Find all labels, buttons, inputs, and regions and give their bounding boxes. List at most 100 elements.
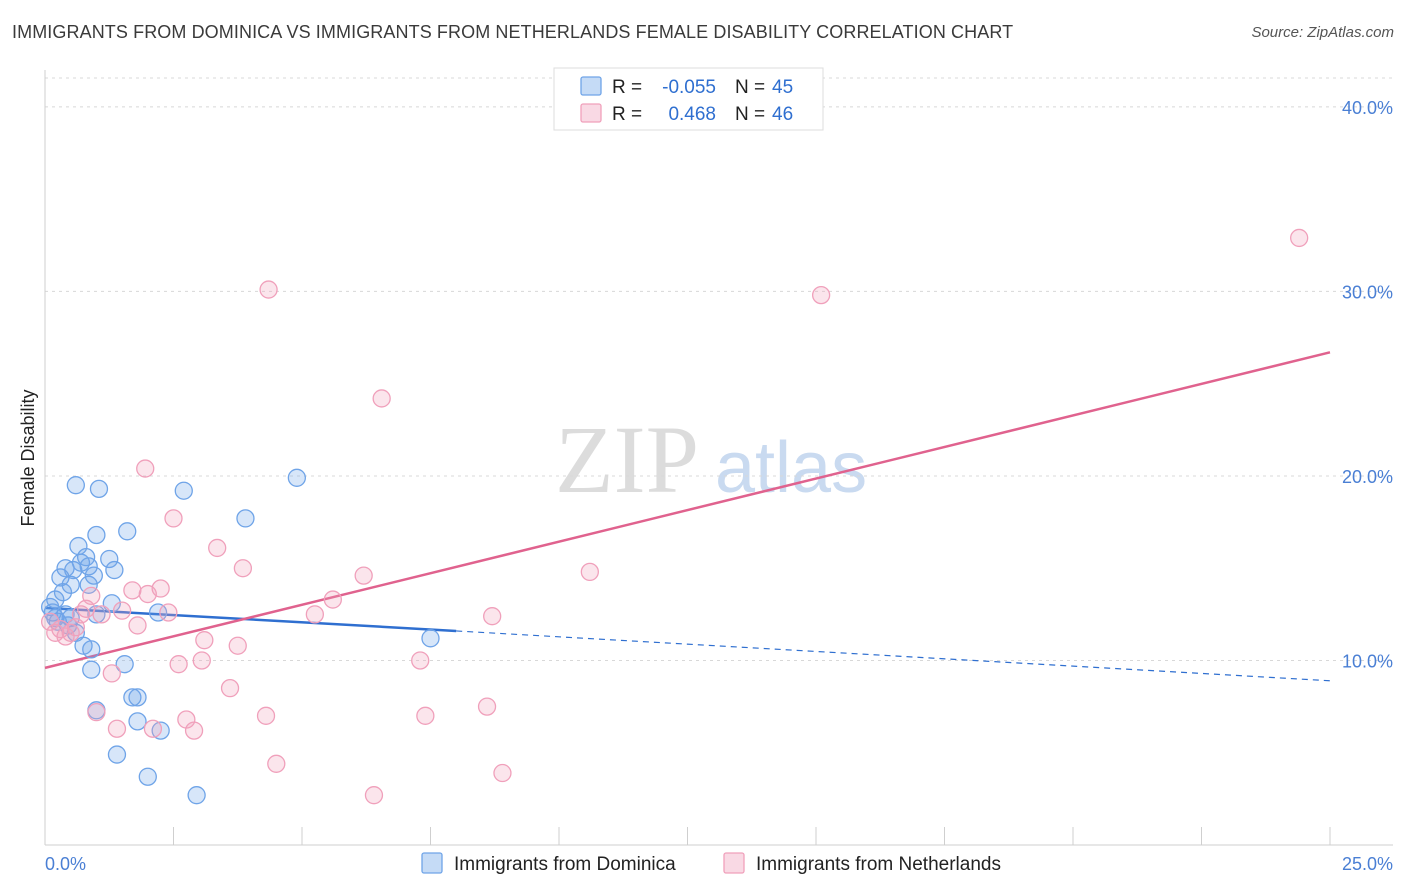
netherlands-point-6 (71, 605, 91, 624)
bottom-legend-label-dominica: Immigrants from Dominica (454, 854, 676, 875)
x-tick-labels: 0.0% 25.0% (45, 854, 1393, 874)
series-legend: Immigrants from Dominica Immigrants from… (421, 852, 1001, 875)
correlation-legend: R = -0.055 N = 45 R = 0.468 N = 46 (553, 67, 824, 131)
dominica-point-33 (123, 688, 142, 707)
legend-n-value-0: 45 (772, 77, 793, 98)
netherlands-point-27 (208, 538, 227, 558)
x-tick-label-max: 25.0% (1342, 854, 1393, 874)
netherlands-point-45 (811, 285, 831, 305)
netherlands-point-18 (143, 719, 163, 738)
legend-swatch-dominica (580, 76, 602, 96)
netherlands-point-44 (580, 562, 599, 582)
legend-n-value-1: 46 (772, 104, 793, 125)
dominica-point-24 (87, 525, 106, 545)
netherlands-point-10 (92, 605, 111, 624)
netherlands-point-32 (259, 280, 278, 299)
source-label: Source: ZipAtlas.com (1251, 24, 1394, 41)
netherlands-point-39 (411, 651, 430, 670)
axes (44, 70, 1393, 846)
legend-r-label-0: R = (612, 77, 642, 98)
netherlands-point-21 (164, 509, 183, 528)
dominica-point-30 (107, 745, 127, 764)
netherlands-point-41 (477, 697, 497, 716)
netherlands-point-13 (112, 601, 132, 620)
netherlands-point-29 (228, 636, 247, 655)
dominica-point-31 (115, 655, 134, 674)
netherlands-point-28 (220, 679, 240, 698)
netherlands-point-12 (107, 719, 127, 738)
dominica-point-37 (148, 603, 168, 622)
bottom-legend-swatch-netherlands (723, 852, 745, 874)
dominica-point-19 (79, 557, 98, 576)
dominica-point-41 (236, 509, 255, 528)
y-tick-label-3: 40.0% (1342, 98, 1393, 118)
dominica-point-32 (118, 522, 137, 541)
dominica-point-11 (64, 560, 83, 580)
netherlands-point-15 (128, 616, 147, 635)
netherlands-point-19 (151, 579, 170, 598)
netherlands-point-43 (493, 763, 512, 783)
dominica-point-13 (66, 476, 85, 495)
y-tick-label-2: 30.0% (1342, 282, 1393, 302)
netherlands-point-22 (169, 655, 188, 674)
dominica-point-22 (84, 566, 103, 585)
dominica-point-21 (82, 640, 101, 659)
dominica-point-2 (46, 590, 65, 609)
x-tick-label-min: 0.0% (45, 854, 86, 874)
dominica-point-29 (105, 560, 124, 580)
dominica-point-18 (79, 575, 98, 594)
legend-r-label-1: R = (612, 104, 642, 125)
netherlands-point-14 (123, 581, 142, 600)
netherlands-point-8 (82, 586, 101, 606)
netherlands-point-31 (256, 706, 276, 725)
netherlands-point-42 (483, 607, 502, 626)
netherlands-point-0 (40, 612, 60, 631)
dominica-point-27 (100, 549, 119, 569)
y-tick-label-0: 10.0% (1342, 651, 1393, 671)
netherlands-point-16 (136, 459, 155, 478)
dominica-point-35 (128, 712, 147, 731)
netherlands-point-36 (354, 566, 373, 585)
netherlands-point-38 (372, 389, 391, 408)
netherlands-point-40 (416, 706, 435, 725)
y-tick-label-1: 20.0% (1342, 467, 1393, 487)
dominica-point-40 (187, 786, 206, 805)
netherlands-point-25 (192, 651, 211, 670)
legend-n-label-0: N = (735, 77, 765, 98)
legend-n-label-1: N = (735, 104, 765, 125)
netherlands-point-30 (233, 559, 253, 578)
dominica-point-39 (174, 481, 193, 500)
netherlands-point-20 (159, 603, 178, 622)
netherlands-point-4 (61, 623, 80, 642)
legend-r-value-0: -0.055 (662, 77, 716, 98)
y-axis-title: Female Disability (18, 389, 38, 526)
netherlands-point-11 (102, 664, 121, 683)
dominica-point-34 (128, 688, 147, 707)
netherlands-point-37 (364, 786, 384, 805)
netherlands-point-34 (305, 605, 325, 624)
netherlands-trend-line (44, 351, 1331, 670)
dominica-trend-extension (456, 630, 1331, 682)
netherlands-point-9 (87, 702, 106, 722)
dominica-point-43 (421, 629, 440, 648)
bottom-legend-label-netherlands: Immigrants from Netherlands (756, 854, 1001, 875)
netherlands-point-24 (184, 721, 204, 740)
dominica-point-20 (82, 660, 101, 679)
netherlands-point-46 (1290, 228, 1309, 248)
netherlands-point-35 (323, 590, 342, 609)
legend-swatch-netherlands (580, 103, 602, 123)
dominica-point-5 (53, 583, 73, 602)
bottom-legend-swatch-dominica (421, 852, 443, 874)
dominica-point-25 (89, 479, 109, 499)
netherlands-point-33 (267, 754, 286, 773)
y-tick-labels: 10.0% 20.0% 30.0% 40.0% (1342, 98, 1393, 672)
dominica-point-9 (61, 575, 80, 594)
dominica-point-36 (138, 767, 157, 786)
legend-r-value-1: 0.468 (668, 104, 716, 125)
dominica-point-23 (87, 605, 106, 624)
watermark-atlas: atlas (715, 428, 867, 508)
dominica-point-42 (287, 468, 307, 487)
watermark-zip: ZIP (555, 406, 699, 513)
data-points (40, 228, 1309, 805)
